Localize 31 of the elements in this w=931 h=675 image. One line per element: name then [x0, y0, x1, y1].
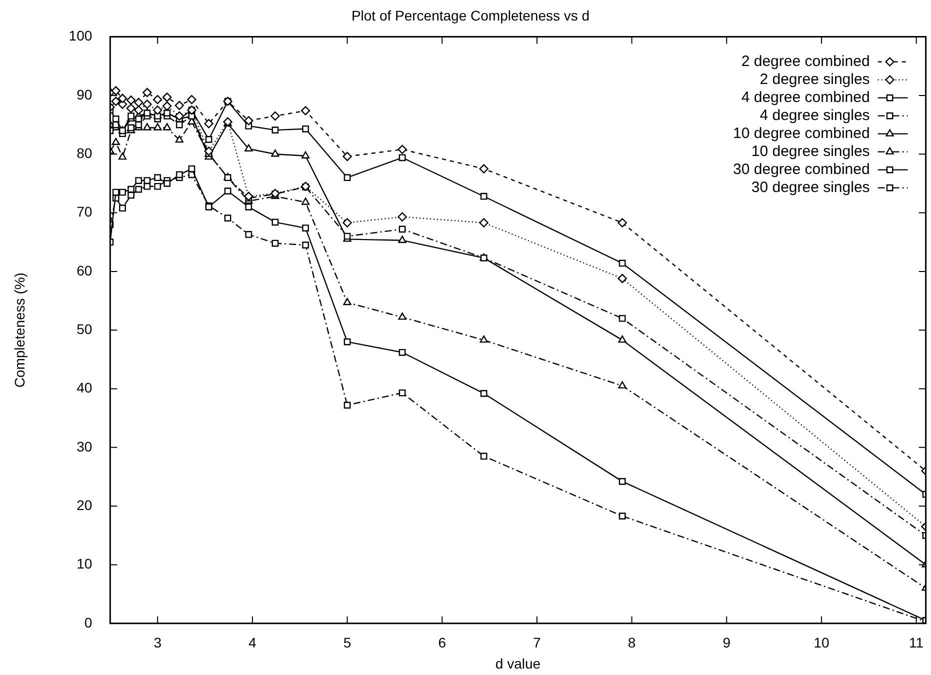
y-tick-label: 0 — [84, 614, 92, 630]
x-tick-label: 6 — [438, 634, 446, 651]
y-tick-label: 80 — [76, 144, 92, 161]
x-axis-title: d value — [495, 655, 541, 672]
x-tick-label: 11 — [909, 634, 924, 651]
y-tick-label: 70 — [76, 204, 92, 220]
x-tick-label: 4 — [248, 634, 257, 651]
y-tick-label: 90 — [76, 86, 92, 102]
x-tick-label: 5 — [343, 634, 352, 651]
legend-label: 10 degree combined — [733, 124, 870, 142]
y-tick-label: 100 — [68, 28, 92, 44]
x-tick-label: 10 — [814, 634, 830, 651]
y-tick-label: 10 — [76, 556, 92, 572]
y-tick-label: 50 — [76, 320, 92, 337]
legend-label: 10 degree singles — [751, 142, 870, 160]
y-tick-label: 20 — [76, 496, 92, 513]
legend-label: 30 degree combined — [733, 160, 870, 178]
x-tick-label: 3 — [154, 634, 162, 651]
legend-label: 30 degree singles — [751, 178, 870, 196]
y-tick-label: 30 — [76, 438, 92, 454]
legend-label: 2 degree singles — [760, 70, 870, 88]
legend-label: 4 degree singles — [760, 106, 870, 124]
legend-label: 4 degree combined — [741, 88, 870, 106]
legend-label: 2 degree combined — [741, 52, 870, 70]
y-axis-title: Completeness (%) — [11, 272, 28, 388]
y-tick-label: 40 — [76, 380, 92, 396]
chart-title: Plot of Percentage Completeness vs d — [351, 7, 590, 24]
x-tick-label: 7 — [533, 634, 542, 651]
y-tick-label: 60 — [76, 262, 92, 278]
x-tick-label: 8 — [628, 634, 636, 651]
x-tick-label: 9 — [722, 634, 731, 651]
